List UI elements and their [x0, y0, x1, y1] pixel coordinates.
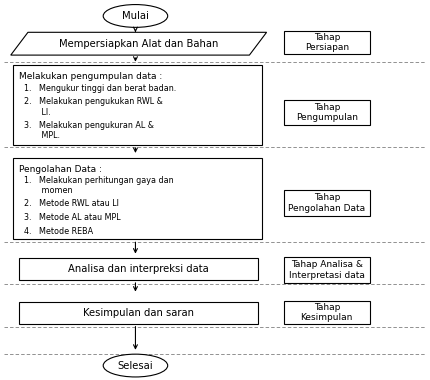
Text: 3.   Metode AL atau MPL: 3. Metode AL atau MPL [24, 213, 120, 222]
Text: Tahap
Pengumpulan: Tahap Pengumpulan [296, 103, 358, 122]
Text: Kesimpulan dan saran: Kesimpulan dan saran [83, 308, 194, 318]
Text: 1.   Mengukur tinggi dan berat badan.: 1. Mengukur tinggi dan berat badan. [24, 84, 176, 93]
Text: Mempersiapkan Alat dan Bahan: Mempersiapkan Alat dan Bahan [59, 39, 218, 49]
FancyBboxPatch shape [284, 100, 370, 125]
Text: 2.   Metode RWL atau LI: 2. Metode RWL atau LI [24, 199, 119, 208]
FancyBboxPatch shape [284, 190, 370, 216]
Ellipse shape [103, 5, 168, 27]
Text: Selesai: Selesai [118, 361, 153, 370]
Text: 3.   Melakukan pengukuran AL &
       MPL.: 3. Melakukan pengukuran AL & MPL. [24, 120, 154, 140]
FancyBboxPatch shape [284, 301, 370, 324]
FancyBboxPatch shape [284, 257, 370, 283]
FancyBboxPatch shape [19, 302, 258, 324]
Text: 1.   Melakukan perhitungan gaya dan
       momen: 1. Melakukan perhitungan gaya dan momen [24, 176, 173, 195]
Text: 2.   Melakukan pengukukan RWL &
       LI.: 2. Melakukan pengukukan RWL & LI. [24, 97, 163, 117]
Polygon shape [11, 32, 267, 55]
FancyBboxPatch shape [284, 31, 370, 54]
Text: Tahap
Persiapan: Tahap Persiapan [305, 33, 349, 52]
Text: Pengolahan Data :: Pengolahan Data : [19, 165, 102, 174]
Text: 4.   Metode REBA: 4. Metode REBA [24, 226, 93, 236]
Text: Tahap Analisa &
Interpretasi data: Tahap Analisa & Interpretasi data [289, 260, 365, 280]
FancyBboxPatch shape [13, 158, 262, 239]
Text: Tahap
Kesimpulan: Tahap Kesimpulan [301, 302, 353, 322]
Ellipse shape [103, 354, 168, 377]
Text: Tahap
Pengolahan Data: Tahap Pengolahan Data [288, 193, 366, 213]
FancyBboxPatch shape [19, 258, 258, 280]
Text: Analisa dan interpreksi data: Analisa dan interpreksi data [68, 264, 209, 274]
FancyBboxPatch shape [13, 65, 262, 145]
Text: Mulai: Mulai [122, 11, 149, 21]
Text: Melakukan pengumpulan data :: Melakukan pengumpulan data : [19, 72, 163, 81]
